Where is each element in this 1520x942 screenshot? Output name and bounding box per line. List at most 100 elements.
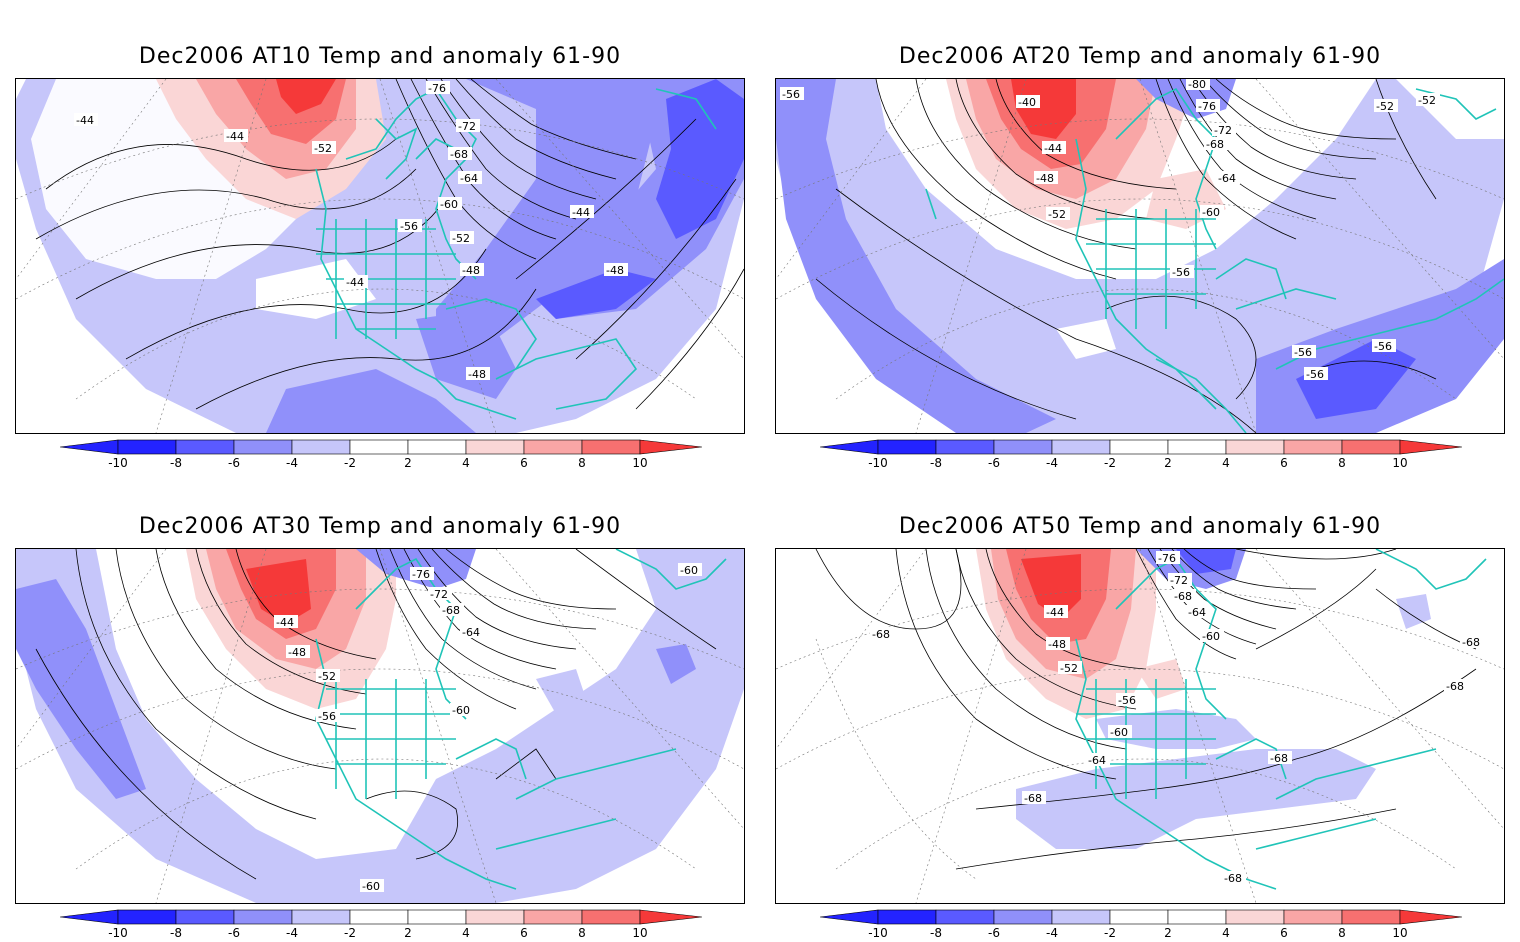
svg-text:-52: -52 (314, 142, 332, 155)
panel-at20: Dec2006 AT20 Temp and anomaly 61-90 (760, 0, 1520, 470)
svg-text:-52: -52 (1376, 100, 1394, 113)
colorbar-tick: -4 (1046, 926, 1058, 940)
anomaly-map: -68 -44 -48 -52 -56 -60 -64 -76 -72 -68 … (775, 548, 1505, 904)
colorbar-tick: -8 (930, 926, 942, 940)
colorbar-tick: -2 (344, 926, 356, 940)
svg-text:-60: -60 (1110, 726, 1128, 739)
panel-at10: Dec2006 AT10 Temp and anomaly 61-90 (0, 0, 760, 470)
colorbar-tick: -10 (868, 456, 888, 470)
svg-text:-72: -72 (1214, 124, 1232, 137)
svg-text:-56: -56 (1306, 368, 1324, 381)
colorbar-tick: 6 (1280, 926, 1288, 940)
colorbar-swatches (60, 909, 702, 925)
colorbar-tick: -10 (108, 456, 128, 470)
svg-text:-44: -44 (76, 114, 94, 127)
colorbar-tick: -10 (868, 926, 888, 940)
map-canvas: -44 -48 -52 -56 -76 -72 -68 -64 -60 -60 … (16, 549, 744, 903)
anomaly-map: -44 -48 -52 -56 -76 -72 -68 -64 -60 -60 … (15, 548, 745, 904)
map-canvas: -68 -44 -48 -52 -56 -60 -64 -76 -72 -68 … (776, 549, 1504, 903)
grid-lines (776, 79, 1504, 433)
colorbar-tick: -10 (108, 926, 128, 940)
colorbar: -10 -8 -6 -4 -2 2 4 6 8 10 (60, 438, 702, 472)
colorbar-tick: 6 (1280, 456, 1288, 470)
anomaly-fill (776, 79, 1504, 433)
panel-title: Dec2006 AT50 Temp and anomaly 61-90 (898, 514, 1382, 539)
svg-text:-48: -48 (606, 264, 624, 277)
svg-text:-60: -60 (362, 880, 380, 893)
anomaly-map: -56 -40 -44 -48 -52 -80 -76 -72 -68 -64 … (775, 78, 1505, 434)
svg-text:-48: -48 (468, 368, 486, 381)
svg-text:-44: -44 (1044, 142, 1062, 155)
colorbar-tick: 6 (520, 456, 528, 470)
colorbar-tick: -6 (228, 456, 240, 470)
svg-text:-64: -64 (1218, 172, 1236, 185)
colorbar-tick: 6 (520, 926, 528, 940)
anomaly-map: -44 -44 -52 -76 -72 -68 -64 -60 -56 -52 … (15, 78, 745, 434)
svg-text:-60: -60 (452, 704, 470, 717)
svg-text:-44: -44 (1046, 606, 1064, 619)
svg-text:-44: -44 (226, 130, 244, 143)
svg-text:-56: -56 (782, 88, 800, 101)
contour-label-group: -44 -44 -52 -76 -72 -68 -64 -60 -56 -52 … (74, 81, 628, 381)
svg-text:-64: -64 (462, 626, 480, 639)
map-canvas: -44 -44 -52 -76 -72 -68 -64 -60 -56 -52 … (16, 79, 744, 433)
colorbar-swatches (820, 439, 1462, 455)
colorbar-tick: -8 (170, 926, 182, 940)
svg-text:-44: -44 (276, 616, 294, 629)
colorbar: -10 -8 -6 -4 -2 2 4 6 8 10 (820, 908, 1462, 942)
colorbar-tick: 8 (578, 456, 586, 470)
colorbar: -10 -8 -6 -4 -2 2 4 6 8 10 (60, 908, 702, 942)
coastlines (925, 87, 1504, 433)
svg-text:-76: -76 (412, 568, 430, 581)
colorbar-tick: -6 (988, 456, 1000, 470)
svg-text:-72: -72 (430, 588, 448, 601)
svg-text:-68: -68 (872, 628, 890, 641)
svg-text:-56: -56 (1172, 266, 1190, 279)
svg-text:-68: -68 (1462, 636, 1480, 649)
svg-text:-44: -44 (346, 276, 364, 289)
map-canvas: -56 -40 -44 -48 -52 -80 -76 -72 -68 -64 … (776, 79, 1504, 433)
colorbar-tick: -4 (1046, 456, 1058, 470)
svg-text:-52: -52 (1418, 94, 1436, 107)
svg-text:-72: -72 (458, 120, 476, 133)
colorbar-tick: 2 (404, 456, 412, 470)
svg-text:-48: -48 (288, 646, 306, 659)
panel-title: Dec2006 AT10 Temp and anomaly 61-90 (138, 44, 622, 69)
svg-text:-52: -52 (452, 232, 470, 245)
contour-label-group: -44 -48 -52 -56 -76 -72 -68 -64 -60 -60 … (274, 563, 702, 893)
contour-label-group: -56 -40 -44 -48 -52 -80 -76 -72 -68 -64 … (780, 79, 1440, 381)
svg-text:-68: -68 (1024, 792, 1042, 805)
svg-text:-48: -48 (1048, 638, 1066, 651)
svg-text:-60: -60 (680, 564, 698, 577)
svg-text:-68: -68 (1446, 680, 1464, 693)
svg-text:-60: -60 (440, 198, 458, 211)
svg-text:-56: -56 (400, 220, 418, 233)
svg-text:-76: -76 (428, 82, 446, 95)
svg-text:-68: -68 (1224, 872, 1242, 885)
colorbar-tick: 8 (578, 926, 586, 940)
svg-text:-52: -52 (318, 670, 336, 683)
panel-at50: Dec2006 AT50 Temp and anomaly 61-90 (760, 470, 1520, 940)
colorbar-tick: 4 (462, 456, 470, 470)
svg-text:-52: -52 (1048, 208, 1066, 221)
colorbar-swatches (60, 439, 702, 455)
contour-lines (815, 79, 1437, 433)
colorbar-tick: 10 (1392, 926, 1408, 940)
panel-title: Dec2006 AT20 Temp and anomaly 61-90 (898, 44, 1382, 69)
svg-text:-48: -48 (462, 264, 480, 277)
colorbar-tick: -8 (930, 456, 942, 470)
colorbar-tick: 10 (632, 456, 648, 470)
colorbar-tick: 10 (632, 926, 648, 940)
colorbar-tick: 2 (404, 926, 412, 940)
colorbar-tick: 4 (1222, 456, 1230, 470)
svg-text:-60: -60 (1202, 630, 1220, 643)
grid-lines (16, 549, 744, 903)
anomaly-fill (16, 549, 744, 903)
colorbar-tick: -6 (228, 926, 240, 940)
colorbar-swatches (820, 909, 1462, 925)
svg-text:-56: -56 (318, 710, 336, 723)
svg-text:-56: -56 (1294, 346, 1312, 359)
colorbar-tick: -2 (344, 456, 356, 470)
coastlines (315, 549, 727, 890)
svg-text:-76: -76 (1198, 100, 1216, 113)
